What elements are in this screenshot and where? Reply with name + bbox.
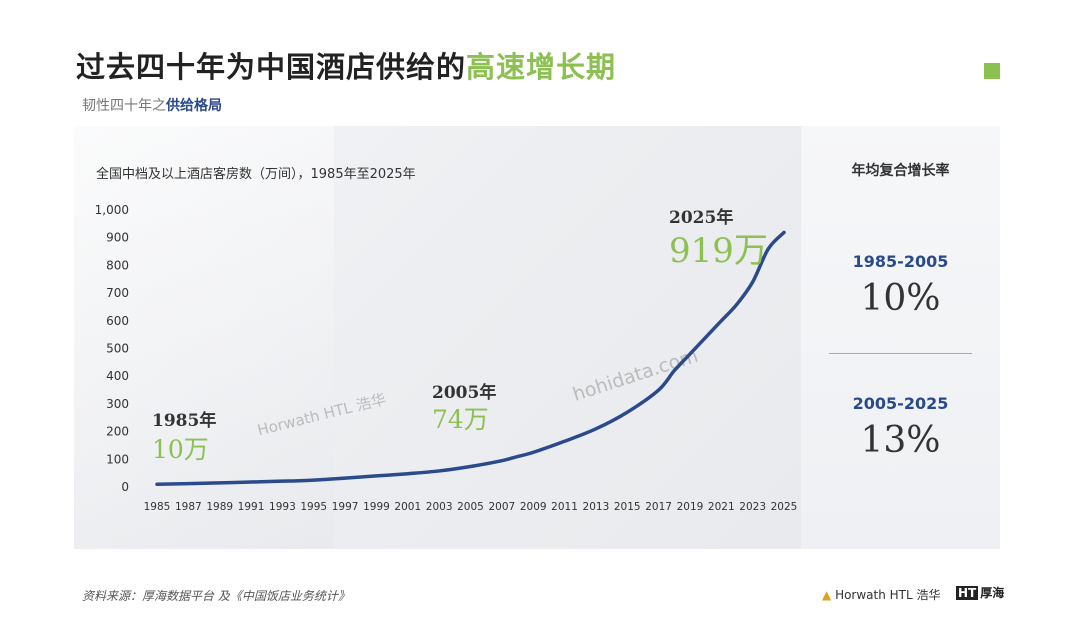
x-tick-label: 2003 bbox=[426, 501, 453, 513]
x-tick-label: 1997 bbox=[332, 501, 359, 513]
cagr-heading: 年均复合增长率 bbox=[851, 163, 950, 179]
triangle-logo-icon: ▲ bbox=[822, 588, 832, 602]
y-tick-label: 400 bbox=[106, 369, 129, 383]
x-tick-label: 1989 bbox=[206, 501, 233, 513]
x-tick-label: 1993 bbox=[269, 501, 296, 513]
annotation-year: 2005年 bbox=[432, 382, 496, 403]
page-subtitle: 韧性四十年之供给格局 bbox=[82, 98, 222, 114]
y-tick-label: 1,000 bbox=[95, 203, 129, 217]
chart-panel bbox=[74, 126, 801, 549]
x-tick-label: 2015 bbox=[614, 501, 641, 513]
x-tick-label: 1985 bbox=[144, 501, 171, 513]
y-tick-label: 600 bbox=[106, 314, 129, 328]
cagr-period-2: 2005-2025 bbox=[852, 394, 949, 413]
annotation-year: 1985年 bbox=[152, 410, 216, 431]
corner-square-icon bbox=[984, 63, 1000, 79]
y-tick-label: 300 bbox=[106, 397, 129, 411]
chart-title: 全国中档及以上酒店客房数（万间），1985年至2025年 bbox=[96, 167, 416, 182]
page-title-highlight: 高速增长期 bbox=[466, 50, 617, 84]
x-tick-label: 2011 bbox=[551, 501, 578, 513]
x-tick-label: 2019 bbox=[677, 501, 704, 513]
cagr-panel bbox=[801, 126, 1000, 549]
cagr-period-1: 1985-2005 bbox=[852, 252, 949, 271]
x-tick-label: 1991 bbox=[238, 501, 265, 513]
x-tick-label: 1999 bbox=[363, 501, 390, 513]
annotation-year: 2025年 bbox=[669, 207, 733, 228]
x-tick-label: 2013 bbox=[583, 501, 610, 513]
page-title: 过去四十年为中国酒店供给的高速增长期 bbox=[76, 50, 617, 84]
hohai-mark-icon: HT bbox=[956, 586, 979, 600]
x-tick-label: 2009 bbox=[520, 501, 547, 513]
x-tick-label: 2025 bbox=[771, 501, 798, 513]
x-tick-label: 2021 bbox=[708, 501, 735, 513]
x-tick-label: 1987 bbox=[175, 501, 202, 513]
x-tick-label: 1995 bbox=[300, 501, 327, 513]
x-tick-label: 2001 bbox=[394, 501, 421, 513]
line-chart: 0 100 200 300 400 500 600 700 800 900 1,000 1985 198… bbox=[95, 203, 798, 513]
cagr-rate-1: 10% bbox=[860, 278, 941, 319]
page-subtitle-highlight: 供给格局 bbox=[166, 98, 222, 114]
y-tick-label: 700 bbox=[106, 286, 129, 300]
y-tick-label: 0 bbox=[121, 480, 129, 494]
cagr-divider bbox=[829, 353, 972, 354]
annotation-value: 919万 bbox=[669, 231, 768, 271]
x-tick-label: 2007 bbox=[488, 501, 515, 513]
source-note: 资料来源：厚海数据平台 及《中国饭店业务统计》 bbox=[82, 589, 350, 603]
cagr-rate-2: 13% bbox=[860, 420, 941, 461]
x-tick-label: 2023 bbox=[739, 501, 766, 513]
x-tick-label: 2005 bbox=[457, 501, 484, 513]
x-tick-label: 2017 bbox=[645, 501, 672, 513]
hohai-logo: HT 厚海 bbox=[956, 586, 1005, 600]
y-tick-label: 200 bbox=[106, 425, 129, 439]
y-tick-label: 900 bbox=[106, 231, 129, 245]
horwath-logo: ▲ Horwath HTL 浩华 bbox=[822, 588, 941, 602]
y-tick-label: 500 bbox=[106, 342, 129, 356]
y-tick-label: 800 bbox=[106, 258, 129, 272]
series-line bbox=[155, 230, 786, 486]
annotation-value: 74万 bbox=[432, 405, 489, 434]
annotation-value: 10万 bbox=[152, 435, 209, 464]
y-tick-label: 100 bbox=[106, 452, 129, 466]
